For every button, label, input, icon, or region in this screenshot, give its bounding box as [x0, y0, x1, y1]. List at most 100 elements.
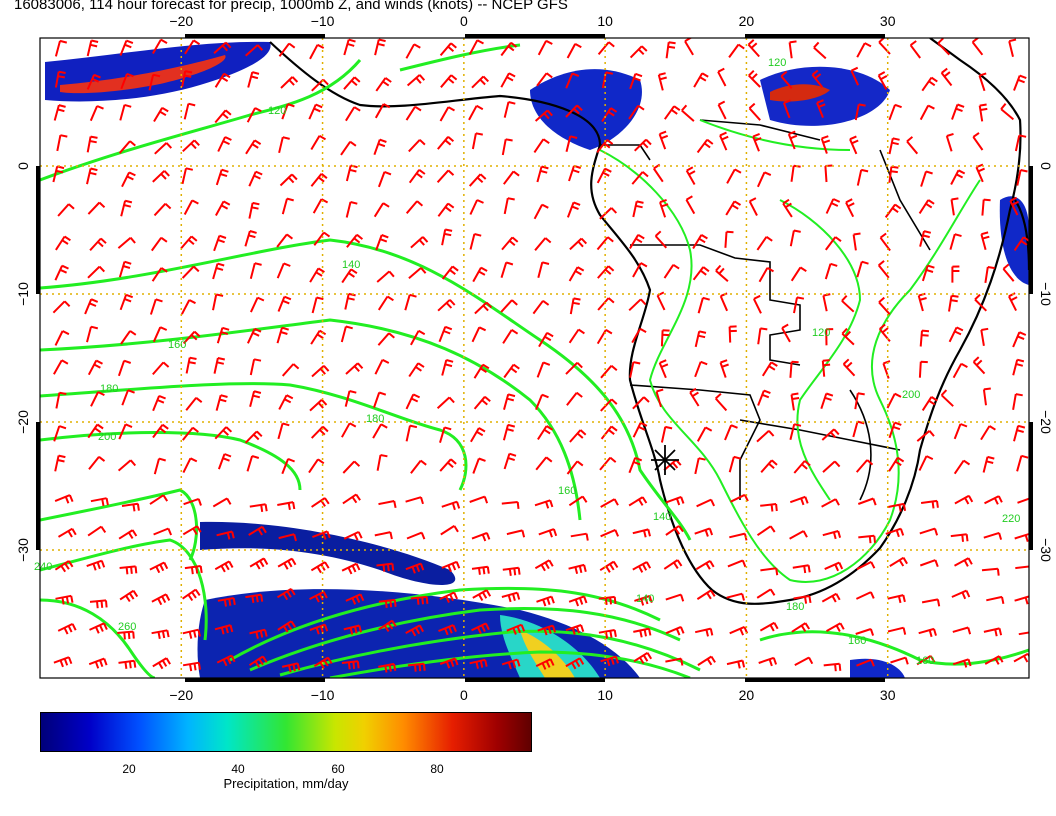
wind-barb: [858, 534, 876, 544]
wind-barb: [152, 657, 171, 670]
wind-barb: [759, 621, 779, 632]
wind-barb: [659, 198, 669, 218]
wind-barb: [532, 299, 550, 315]
wind-barb: [469, 495, 489, 504]
wind-barb: [279, 173, 298, 187]
wind-barb: [824, 561, 844, 572]
location-marker: [651, 445, 679, 475]
wind-barb: [878, 296, 891, 315]
wind-barb: [694, 330, 707, 348]
wind-barb: [852, 232, 861, 251]
precip-area-north-central: [530, 69, 642, 150]
wind-barb: [117, 459, 137, 472]
wind-barb: [152, 361, 170, 376]
wind-barb: [376, 562, 395, 572]
wind-barb: [343, 38, 356, 56]
wind-barb: [469, 658, 488, 669]
lon-label-bottom: 0: [460, 687, 468, 700]
wind-barb: [889, 556, 908, 567]
wind-barb: [121, 502, 140, 512]
wind-barb: [940, 67, 953, 87]
wind-barb: [951, 265, 960, 283]
wind-barb: [245, 44, 264, 57]
wind-barb: [55, 391, 67, 409]
wind-barb: [719, 292, 729, 312]
wind-barb: [500, 299, 518, 313]
wind-barb: [954, 557, 973, 567]
wind-barb: [472, 457, 486, 474]
wind-barb: [886, 392, 902, 409]
wind-barb: [405, 624, 424, 637]
wind-barb: [247, 71, 260, 88]
wind-barb: [54, 494, 74, 504]
wind-barb: [148, 73, 161, 91]
wind-barb: [599, 456, 617, 471]
contour-label: 120: [268, 105, 286, 117]
wind-barb: [405, 43, 421, 59]
lon-label-bottom: 20: [739, 687, 755, 700]
wind-barb: [501, 236, 519, 251]
wind-barb: [950, 169, 966, 185]
wind-barb: [727, 559, 747, 568]
wind-barb: [855, 591, 875, 600]
wind-barb: [693, 72, 709, 88]
wind-barb: [663, 263, 680, 279]
wind-barb: [597, 265, 615, 279]
wind-barb: [760, 567, 779, 576]
wind-barb: [182, 661, 201, 672]
wind-barb: [309, 399, 328, 412]
wind-barb: [374, 38, 386, 56]
wind-barb: [441, 265, 459, 280]
contour-label: 140: [342, 259, 360, 271]
wind-barb: [629, 233, 645, 250]
wind-barb: [568, 266, 585, 282]
wind-barb: [906, 136, 919, 155]
contour-label: 160: [916, 655, 934, 667]
wind-barb: [633, 138, 652, 152]
wind-barb: [596, 167, 612, 184]
contour-label: 160: [168, 339, 186, 351]
wind-barb: [536, 595, 555, 607]
lon-label-bottom: −10: [311, 687, 335, 700]
wind-barb: [632, 200, 644, 218]
wind-barb: [665, 625, 685, 636]
wind-barb: [152, 326, 168, 343]
wind-barb: [88, 456, 106, 470]
wind-barb: [714, 393, 728, 412]
wind-barb: [918, 360, 928, 378]
wind-barb: [950, 197, 959, 216]
wind-barb: [887, 626, 907, 635]
wind-barb: [183, 199, 199, 215]
wind-barb: [54, 560, 74, 573]
wind-barb: [308, 458, 325, 474]
wind-barb: [378, 619, 397, 632]
lon-label-bottom: 30: [880, 687, 896, 700]
wind-barb: [345, 593, 365, 605]
wind-barb: [439, 42, 457, 57]
wind-barb: [948, 326, 964, 343]
wind-barb: [663, 105, 681, 120]
wind-barb: [502, 329, 519, 344]
wind-barb: [121, 171, 136, 188]
wind-barb: [345, 201, 358, 218]
wind-barb: [757, 327, 768, 345]
wind-barb: [1013, 74, 1027, 91]
wind-barb: [984, 266, 995, 284]
wind-barb: [533, 203, 549, 220]
contour-label: 220: [1002, 513, 1020, 525]
wind-barb: [940, 389, 954, 407]
wind-barb: [887, 502, 907, 512]
wind-barb: [312, 530, 331, 540]
wind-barb: [600, 655, 619, 667]
wind-barb: [845, 198, 855, 218]
wind-barb: [822, 293, 831, 312]
wind-barb: [1014, 595, 1029, 605]
wind-barb: [440, 74, 458, 88]
wind-barb: [214, 109, 232, 124]
wind-barb: [919, 329, 930, 347]
lat-label-left: −10: [15, 282, 31, 306]
wind-barb: [213, 357, 226, 374]
wind-barb: [632, 561, 652, 573]
wind-barb: [689, 387, 700, 407]
wind-barb: [506, 529, 526, 538]
